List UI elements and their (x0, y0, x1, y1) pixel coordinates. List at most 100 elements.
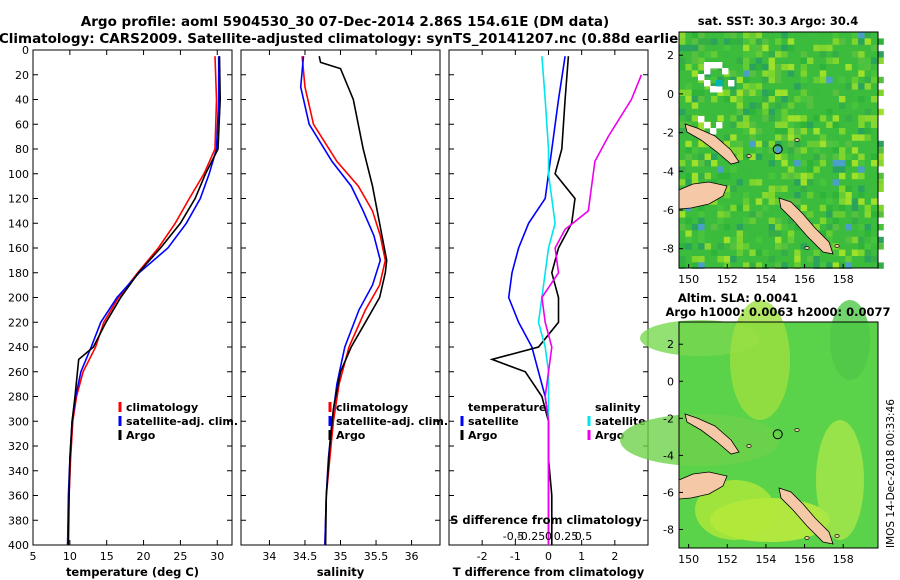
plot-frame (240, 49, 441, 546)
sst-missing-cell (704, 68, 711, 75)
sst-cell (800, 140, 807, 148)
sst-cell (819, 134, 827, 141)
sst-cell (877, 76, 884, 84)
x-tick-label: -2 (477, 550, 488, 563)
sst-cell (851, 147, 859, 154)
sst-cell (691, 134, 699, 141)
sst-cell-cool (749, 140, 756, 148)
sst-cell (698, 172, 705, 180)
land-mass (678, 181, 728, 210)
sst-cell (691, 179, 699, 186)
depth-tick-label: 100 (8, 168, 29, 181)
sst-cell (749, 128, 756, 135)
sst-cell (749, 89, 756, 96)
sst-cell (679, 243, 686, 250)
sst-cell (762, 102, 769, 109)
sst-cell-cool (698, 262, 705, 269)
sst-cell (691, 102, 699, 109)
map-y-tick-label: 0 (667, 88, 674, 101)
sst-cell (787, 185, 795, 192)
sst-cell (711, 198, 718, 205)
sst-cell-cool (698, 224, 705, 231)
sst-cell (877, 211, 884, 218)
sst-cell (877, 204, 884, 212)
sst-cell (685, 236, 692, 244)
sst-cell-cool (743, 70, 750, 77)
sst-cell (749, 121, 756, 128)
sst-cell (813, 224, 820, 231)
sst-cell (864, 211, 871, 218)
sst-cell (794, 147, 801, 154)
sst-cell (775, 51, 782, 58)
legend-sat-adj-clim-label: satellite-adj. clim. (336, 415, 448, 428)
sst-cell (762, 108, 769, 116)
sst-cell (775, 224, 782, 231)
sst-cell (717, 256, 724, 263)
sst-cell (851, 32, 859, 39)
sst-cell (845, 96, 852, 103)
sst-cell (781, 128, 788, 135)
sst-cell (768, 64, 775, 71)
sst-cell (845, 140, 852, 148)
sst-cell (679, 256, 686, 263)
sst-cell (813, 166, 820, 173)
sst-cell (794, 224, 801, 231)
legend-argo-label: Argo (126, 429, 156, 442)
sst-cell (698, 89, 705, 96)
sst-cell (749, 179, 756, 186)
sst-cell (679, 64, 686, 71)
depth-tick-label: 160 (8, 242, 29, 255)
sst-cell (787, 51, 795, 58)
sst-cell (743, 44, 750, 52)
sst-cell (736, 108, 743, 116)
sst-cell (775, 236, 782, 244)
sst-cell (877, 172, 884, 180)
sst-cell (800, 179, 807, 186)
sst-cell (871, 70, 878, 77)
sst-missing-cell (710, 86, 717, 93)
series-line-climatology (301, 56, 387, 546)
sst-cell (871, 192, 878, 199)
sst-cell (685, 140, 692, 148)
sst-cell (819, 192, 827, 199)
sst-cell (826, 262, 833, 269)
sst-cell (826, 121, 833, 128)
sst-cell-cool (858, 166, 865, 173)
sst-cell (781, 44, 788, 52)
sst-cell (711, 38, 718, 45)
depth-tick-label: 200 (8, 292, 29, 305)
sst-cell (691, 51, 699, 58)
sst-cell (819, 160, 827, 167)
sst-cell (877, 185, 884, 192)
x-tick-label: 30 (210, 550, 224, 563)
map-y-tick-label: -6 (663, 204, 674, 217)
sst-cell (768, 160, 775, 167)
sst-missing-cell (716, 62, 723, 69)
sst-cell-cool (826, 76, 833, 84)
sst-cell (871, 160, 878, 167)
sst-cell (755, 249, 763, 256)
sst-cell (839, 76, 846, 84)
sst-cell (775, 89, 782, 96)
sst-cell (839, 204, 846, 212)
map-y-tick-label: -8 (663, 243, 674, 256)
sst-cell (768, 89, 775, 96)
sst-cell (877, 108, 884, 116)
sst-cell (858, 185, 865, 192)
sst-cell (781, 224, 788, 231)
legend-temperature-header: temperature (468, 401, 546, 414)
sst-cell (736, 115, 743, 122)
sst-cell (685, 89, 692, 96)
sst-cell (730, 89, 737, 96)
sst-cell (832, 89, 839, 96)
sst-cell (723, 89, 731, 96)
x-tick-label: 10 (63, 550, 77, 563)
sst-cell (813, 243, 820, 250)
sst-cell (858, 160, 865, 167)
sst-cell (743, 115, 750, 122)
sst-cell (877, 89, 884, 96)
sst-cell (877, 57, 884, 64)
sst-cell (749, 44, 756, 52)
sst-cell (787, 64, 795, 71)
sst-cell (723, 51, 731, 58)
